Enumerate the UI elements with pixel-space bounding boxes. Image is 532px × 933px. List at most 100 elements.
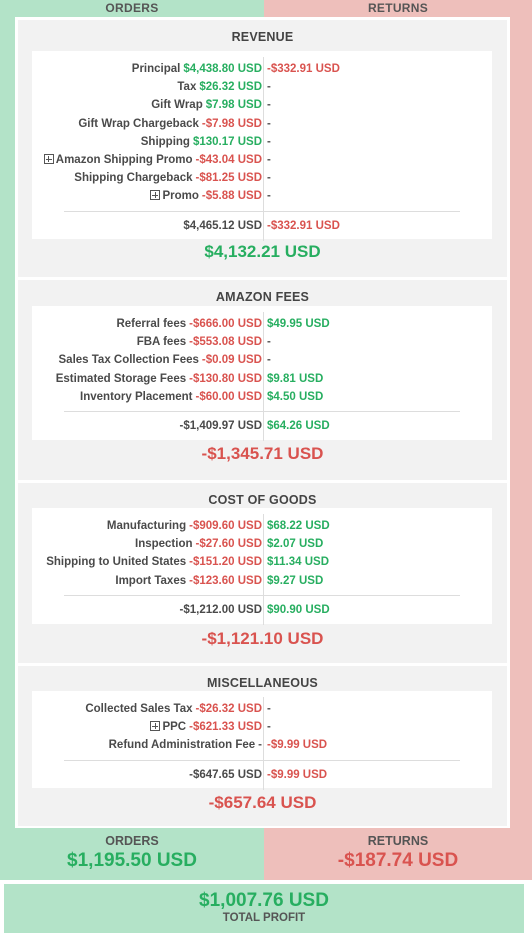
line-item-name: Sales Tax Collection Fees: [58, 354, 199, 367]
line-item-return-value: $2.07 USD: [267, 538, 324, 551]
section-details: Collected Sales Tax -$26.32 USD - PPC -$621.…: [32, 691, 492, 790]
section-total: -$1,121.10 USD: [201, 629, 324, 648]
column-divider: [263, 312, 264, 441]
line-item-order-value: -$27.60 USD: [195, 538, 262, 551]
returns-column-header: RETURNS: [367, 1, 429, 15]
expand-plus-icon[interactable]: [43, 154, 54, 164]
section-cost-of-goods: COST OF GOODS Manufacturing -$909.60 USD $…: [18, 483, 507, 663]
line-item-order-value: $4,438.80 USD: [183, 63, 262, 75]
line-item-name: Import Taxes: [115, 574, 187, 587]
line-item-label: Refund Administration Fee -: [109, 736, 262, 754]
section-details: Principal $4,438.80 USD -$332.91 USD Tax $26…: [32, 51, 492, 241]
section-title: AMAZON FEES: [215, 290, 310, 304]
line-item-return-value: -: [267, 336, 271, 349]
line-item-name: Inventory Placement: [80, 390, 193, 403]
line-item-label: Principal $4,438.80 USD: [132, 60, 262, 78]
total-profit-value: $1,007.76 USD: [199, 890, 329, 911]
subtotal-divider: [64, 594, 460, 596]
line-item-order-value: -$60.00 USD: [195, 390, 262, 403]
line-item-order-value: $26.32 USD: [199, 81, 262, 94]
orders-column-header: ORDERS: [105, 1, 159, 15]
subtotal-row: -$647.65 USD -$9.99 USD: [32, 766, 492, 784]
line-item-return-value: $68.22 USD: [267, 520, 330, 532]
section-details: Manufacturing -$909.60 USD $68.22 USD Inspe…: [32, 508, 492, 625]
line-item-label: Collected Sales Tax -$26.32 USD: [85, 700, 262, 718]
line-item-label: Estimated Storage Fees -$130.80 USD: [56, 370, 262, 388]
line-item-order-value: -$909.60 USD: [189, 520, 262, 532]
section-title: COST OF GOODS: [208, 493, 317, 507]
line-item-return-value: -$332.91 USD: [267, 63, 340, 75]
line-item-row: Inspection -$27.60 USD $2.07 USD: [32, 535, 492, 553]
line-item-order-value: -$26.32 USD: [195, 703, 262, 715]
line-item-row: Gift Wrap Chargeback -$7.98 USD -: [32, 115, 492, 133]
expand-plus-icon[interactable]: [150, 721, 161, 732]
line-item-order-value: -$43.04 USD: [195, 154, 262, 166]
breakdown-panel: REVENUE Principal $4,438.80 USD -$332.91 U…: [15, 17, 510, 828]
subtotal-return-value: $64.26 USD: [267, 420, 330, 432]
section-total: -$1,345.71 USD: [201, 444, 324, 463]
line-item-label: Referral fees -$666.00 USD: [116, 315, 262, 333]
line-item-name: Refund Administration Fee: [108, 739, 256, 752]
subtotal-divider: [64, 411, 460, 412]
line-item-name: Referral fees: [116, 318, 187, 330]
line-item-return-value: $11.34 USD: [267, 556, 330, 569]
line-item-order-value: -$621.33 USD: [189, 721, 262, 734]
line-item-order-value: -: [258, 739, 262, 752]
line-item-return-value: -$9.99 USD: [267, 739, 328, 752]
expand-plus-icon[interactable]: [150, 190, 161, 201]
line-item-row: Estimated Storage Fees -$130.80 USD $9.81 …: [32, 370, 492, 388]
section-amazon-fees: AMAZON FEES Referral fees -$666.00 USD $49…: [18, 280, 507, 480]
line-item-name: Principal: [131, 63, 181, 75]
line-item-order-value: -$81.25 USD: [195, 172, 262, 185]
line-item-order-value: $7.98 USD: [205, 99, 262, 112]
line-item-order-value: -$0.09 USD: [201, 354, 262, 367]
section-total: $4,132.21 USD: [204, 242, 321, 261]
subtotal-order-value: $4,465.12 USD: [183, 219, 262, 232]
line-item-row[interactable]: Promo -$5.88 USD -: [32, 187, 492, 205]
line-item-label: FBA fees -$553.08 USD: [137, 333, 262, 351]
line-item-name: Shipping: [140, 135, 190, 148]
line-item-label: Gift Wrap $7.98 USD: [151, 96, 262, 114]
line-item-name: Gift Wrap Chargeback: [78, 117, 199, 130]
section-title: REVENUE: [231, 30, 294, 44]
line-item-label: Sales Tax Collection Fees -$0.09 USD: [59, 351, 263, 369]
line-item-row: Tax $26.32 USD -: [32, 78, 492, 96]
line-item-label: Inventory Placement -$60.00 USD: [80, 388, 262, 406]
line-item-row: Referral fees -$666.00 USD $49.95 USD: [32, 315, 492, 333]
subtotal-return-value: $90.90 USD: [267, 603, 330, 616]
line-item-row[interactable]: Amazon Shipping Promo -$43.04 USD -: [32, 151, 492, 169]
line-item-order-value: -$130.80 USD: [189, 372, 262, 385]
line-item-row: Import Taxes -$123.60 USD $9.27 USD: [32, 572, 492, 590]
column-divider: [263, 514, 264, 625]
line-item-label: Amazon Shipping Promo -$43.04 USD: [43, 151, 262, 169]
line-item-order-value: -$553.08 USD: [189, 336, 262, 349]
line-item-name: Tax: [177, 81, 197, 94]
line-item-return-value: $49.95 USD: [267, 318, 330, 330]
section-miscellaneous: MISCELLANEOUS Collected Sales Tax -$26.32…: [18, 666, 507, 826]
line-item-name: Gift Wrap: [151, 99, 203, 112]
line-item-name: Shipping to United States: [46, 556, 187, 569]
line-item-row: Shipping $130.17 USD -: [32, 133, 492, 151]
line-item-return-value: -: [267, 354, 271, 367]
line-item-name: Amazon Shipping Promo: [55, 154, 193, 166]
line-item-name: Manufacturing: [106, 520, 187, 532]
line-item-row: FBA fees -$553.08 USD -: [32, 333, 492, 351]
line-item-row: Refund Administration Fee - -$9.99 USD: [32, 736, 492, 754]
line-item-return-value: -: [267, 81, 271, 94]
line-item-return-value: -: [267, 721, 271, 734]
section-revenue: REVENUE Principal $4,438.80 USD -$332.91 U…: [18, 20, 507, 277]
subtotal-row: $4,465.12 USD -$332.91 USD: [32, 217, 492, 235]
line-item-order-value: -$666.00 USD: [189, 318, 262, 330]
subtotal-return-value: -$332.91 USD: [267, 219, 340, 232]
line-item-return-value: -: [267, 99, 271, 112]
line-item-row[interactable]: PPC -$621.33 USD -: [32, 718, 492, 736]
total-profit-label: TOTAL PROFIT: [222, 912, 306, 924]
subtotal-order-value: -$1,212.00 USD: [179, 603, 262, 616]
line-item-order-value: $130.17 USD: [192, 135, 262, 148]
line-item-row: Gift Wrap $7.98 USD -: [32, 96, 492, 114]
section-total: -$657.64 USD: [208, 793, 317, 812]
line-item-return-value: $4.50 USD: [267, 390, 324, 403]
line-item-label: Import Taxes -$123.60 USD: [115, 572, 262, 590]
line-item-return-value: -: [267, 117, 271, 130]
line-item-row: Manufacturing -$909.60 USD $68.22 USD: [32, 517, 492, 535]
